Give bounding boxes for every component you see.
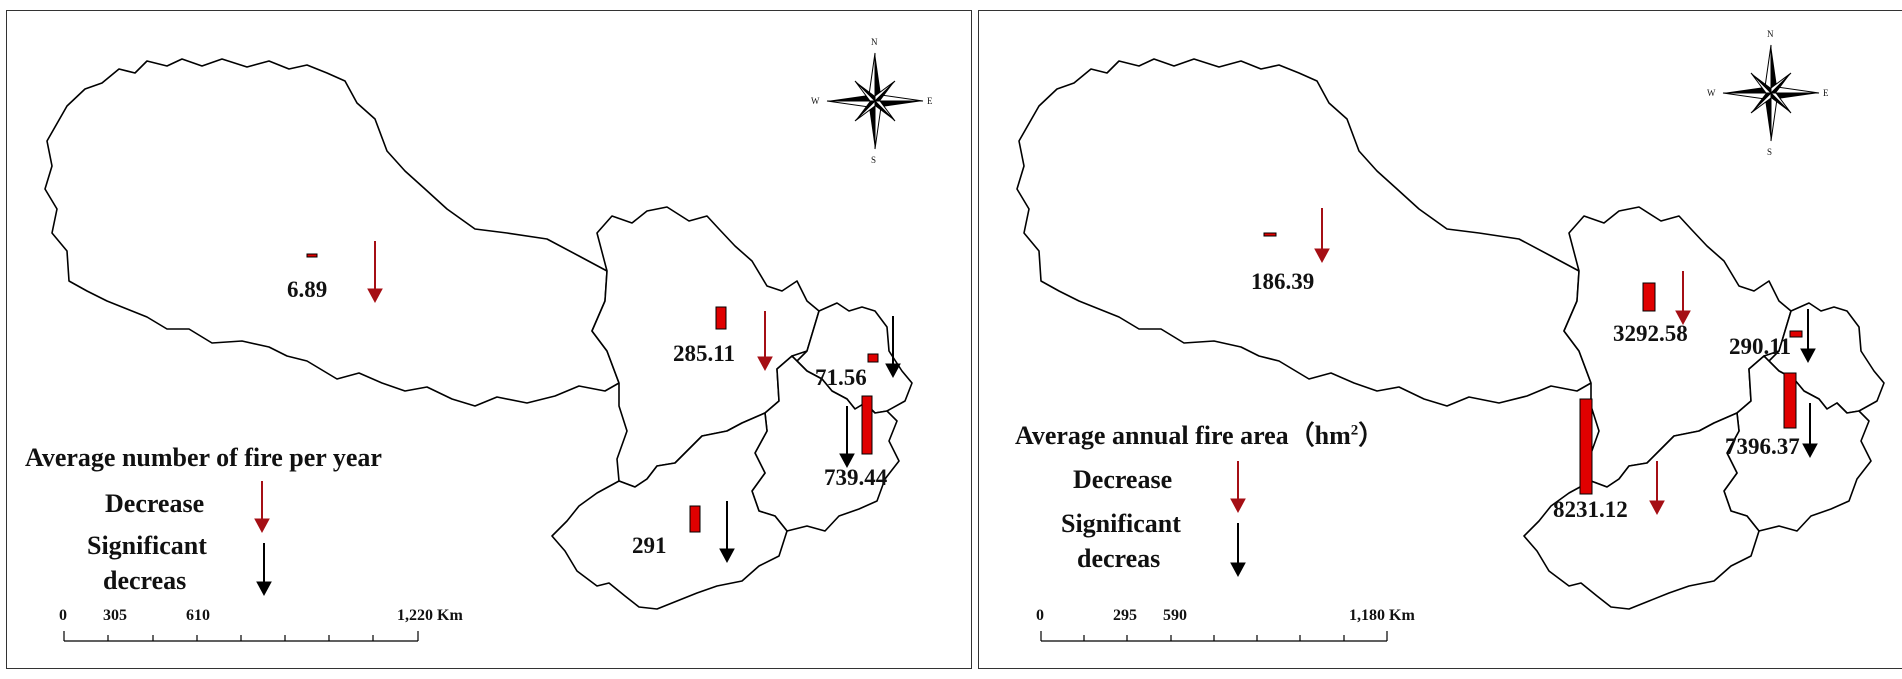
province-map — [44, 52, 924, 642]
bar-sichuan — [1642, 282, 1656, 312]
bar-guizhou — [861, 395, 873, 455]
legend-label-significant-2: decreas — [103, 566, 187, 595]
arrow-sichuan — [757, 311, 773, 372]
arrow-yunnan — [1649, 461, 1665, 516]
value-yunnan: 8231.12 — [1553, 497, 1628, 522]
value-guizhou: 7396.37 — [1725, 434, 1800, 459]
arrow-tibet — [1314, 208, 1330, 264]
legend-arrow-significant — [256, 543, 272, 597]
arrow-sichuan — [1675, 271, 1691, 326]
compass-e: E — [1823, 88, 1829, 98]
province-map — [1016, 44, 1885, 642]
bar-guizhou — [1783, 372, 1797, 429]
map-panel-fire-area: 186.39 3292.58 290.11 7396.37 8231.12 Av… — [978, 10, 1902, 669]
legend-arrow-significant — [1230, 523, 1246, 578]
arrow-chongqing — [885, 316, 901, 379]
scale-tick-2: 590 — [1163, 607, 1187, 624]
scale-tick-2: 610 — [186, 607, 210, 624]
region-tibet — [1016, 58, 1592, 407]
legend-title: Average annual fire area（hm2） — [1015, 421, 1385, 450]
map-panel-fire-count: 6.89 285.11 71.56 739.44 291 Average num… — [6, 10, 972, 669]
bar-chongqing — [867, 353, 879, 363]
compass-s: S — [871, 155, 877, 165]
bar-group — [306, 253, 879, 533]
bar-tibet — [306, 253, 318, 258]
legend-label-decrease: Decrease — [1073, 465, 1173, 494]
arrow-guizhou — [1802, 403, 1818, 459]
compass-s: S — [1767, 147, 1773, 157]
scale-tick-0: 0 — [59, 607, 67, 624]
compass-w: W — [811, 96, 820, 106]
bar-yunnan — [689, 505, 701, 533]
value-sichuan: 285.11 — [673, 341, 735, 366]
compass-n: N — [871, 37, 878, 47]
arrow-yunnan — [719, 501, 735, 564]
legend-label-significant: Significant — [87, 531, 207, 560]
scale-bar — [1040, 631, 1388, 642]
scale-tick-3: 1,220 Km — [397, 607, 463, 624]
arrow-guizhou — [839, 406, 855, 469]
region-yunnan — [1523, 412, 1760, 610]
legend-arrow-decrease — [254, 481, 270, 534]
value-guizhou: 739.44 — [824, 465, 888, 490]
legend-label-significant: Significant — [1061, 509, 1181, 538]
scale-tick-3: 1,180 Km — [1349, 607, 1415, 624]
scale-tick-1: 295 — [1113, 607, 1137, 624]
legend-title: Average number of fire per year — [25, 443, 382, 472]
value-chongqing: 71.56 — [815, 365, 867, 390]
compass-w: W — [1707, 88, 1716, 98]
arrow-tibet — [367, 241, 383, 304]
legend-label-significant-2: decreas — [1077, 544, 1161, 573]
bar-yunnan — [1579, 398, 1593, 495]
bar-sichuan — [715, 306, 727, 330]
legend-label-decrease: Decrease — [105, 489, 205, 518]
legend-arrow-decrease — [1230, 461, 1246, 514]
value-yunnan: 291 — [632, 533, 667, 558]
bar-tibet — [1263, 232, 1277, 237]
value-tibet: 6.89 — [287, 277, 328, 302]
compass-n: N — [1767, 29, 1774, 39]
bar-chongqing — [1789, 330, 1803, 338]
value-chongqing: 290.11 — [1729, 334, 1791, 359]
scale-tick-1: 305 — [103, 607, 127, 624]
trend-arrows — [254, 241, 901, 597]
compass-e: E — [927, 96, 933, 106]
value-sichuan: 3292.58 — [1613, 321, 1688, 346]
compass-rose — [826, 52, 924, 150]
trend-arrows — [1230, 208, 1818, 578]
bar-group — [1263, 232, 1803, 495]
scale-bar — [63, 631, 419, 642]
arrow-chongqing — [1800, 309, 1816, 364]
compass-rose — [1722, 44, 1820, 142]
scale-tick-0: 0 — [1036, 607, 1044, 624]
region-tibet — [44, 58, 620, 407]
value-tibet: 186.39 — [1251, 269, 1315, 294]
